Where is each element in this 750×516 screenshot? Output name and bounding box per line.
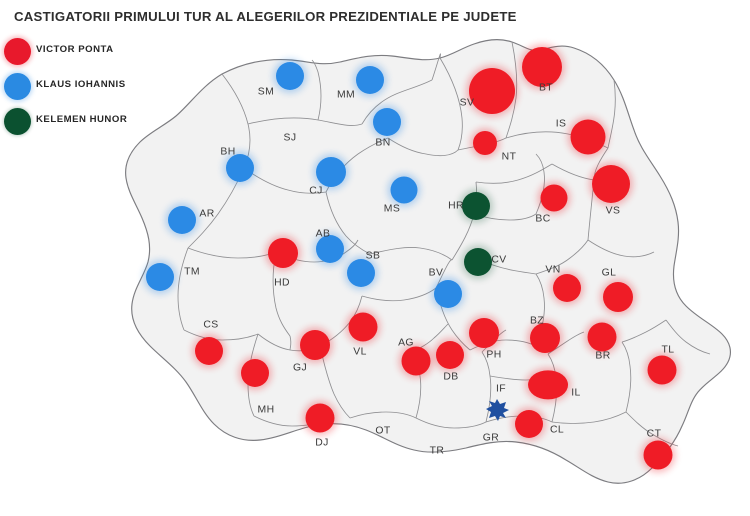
county-label-bz: BZ [529,315,545,327]
county-dot-bh [226,154,254,182]
bucharest-capital-icon [486,399,509,421]
legend-swatch-blue-icon [4,73,31,100]
county-dot-sv [469,68,515,114]
county-dot-cv [464,248,492,276]
county-label-bc: BC [535,213,551,225]
county-label-cj: CJ [309,185,323,197]
legend-label-ponta: VICTOR PONTA [36,44,114,55]
county-dot-db [436,341,464,369]
county-dot-hr [462,192,490,220]
county-dot-ph [469,318,499,348]
county-label-vn: VN [545,264,561,276]
page-title: CASTIGATORII PRIMULUI TUR AL ALEGERILOR … [14,9,517,24]
county-label-sm: SM [257,86,275,98]
county-dot-vl [348,312,378,342]
county-dot-mm [356,66,384,94]
county-label-il: IL [571,387,581,399]
county-label-dj: DJ [315,437,329,449]
county-label-sj: SJ [283,132,297,144]
county-label-is: IS [555,118,567,130]
legend-label-hunor: KELEMEN HUNOR [36,114,128,125]
county-dot-tm [146,263,174,291]
county-dot-il [528,370,568,400]
county-label-gr: GR [482,432,500,444]
legend-item-hunor: KELEMEN HUNOR [0,106,170,141]
county-label-bt: BT [538,82,554,94]
county-dot-bn [373,108,401,136]
county-dot-vs [592,165,630,203]
county-label-bh: BH [220,146,236,158]
county-dot-ct [643,440,673,470]
county-dot-mh [241,359,269,387]
county-dot-bt [522,47,562,87]
county-dot-nt [473,131,497,155]
county-label-ph: PH [486,349,502,361]
county-label-bn: BN [375,137,391,149]
county-dot-gl [603,282,633,312]
legend: VICTOR PONTA KLAUS IOHANNIS KELEMEN HUNO… [0,36,170,141]
county-label-hr: HR [448,200,464,212]
county-label-ms: MS [383,203,401,215]
county-dot-cl [515,410,543,438]
legend-label-iohannis: KLAUS IOHANNIS [36,79,126,90]
county-dot-dj [305,403,335,433]
county-dot-ms [390,176,418,204]
county-dot-bv [434,280,462,308]
county-label-nt: NT [501,151,517,163]
legend-swatch-green-icon [4,108,31,135]
county-label-if: IF [495,383,507,395]
county-dot-bc [540,184,568,212]
county-dot-bz [530,323,560,353]
county-label-ag: AG [398,337,414,349]
county-dot-gj [300,330,330,360]
county-dot-hd [268,238,298,268]
county-label-tm: TM [184,266,200,278]
county-label-mm: MM [336,89,356,101]
county-label-tr: TR [429,445,445,457]
county-dot-cs [195,337,223,365]
county-dot-sm [276,62,304,90]
county-label-mh: MH [257,404,275,416]
county-label-cs: CS [203,319,219,331]
county-label-ab: AB [315,228,331,240]
county-dot-vn [553,274,581,302]
county-dot-ab [316,235,344,263]
legend-swatch-red-icon [4,38,31,65]
county-label-cv: CV [491,254,507,266]
county-dot-tl [647,355,677,385]
county-dot-sb [347,259,375,287]
county-label-db: DB [443,371,459,383]
legend-item-iohannis: KLAUS IOHANNIS [0,71,170,106]
county-label-br: BR [595,350,611,362]
county-dot-br [587,322,617,352]
county-label-sv: SV [459,97,475,109]
county-label-hd: HD [274,277,290,289]
county-label-vl: VL [353,346,367,358]
county-dot-ag [401,346,431,376]
county-label-gj: GJ [292,362,308,374]
county-dot-is [570,119,606,155]
county-label-sb: SB [365,250,381,262]
county-dot-ar [168,206,196,234]
county-dot-cj [316,157,346,187]
county-label-ot: OT [375,425,391,437]
county-label-vs: VS [605,205,621,217]
legend-item-ponta: VICTOR PONTA [0,36,170,71]
county-label-ct: CT [646,428,662,440]
county-label-bv: BV [428,267,444,279]
county-label-tl: TL [661,344,675,356]
county-label-gl: GL [601,267,617,279]
county-label-ar: AR [199,208,215,220]
county-label-cl: CL [549,424,565,436]
